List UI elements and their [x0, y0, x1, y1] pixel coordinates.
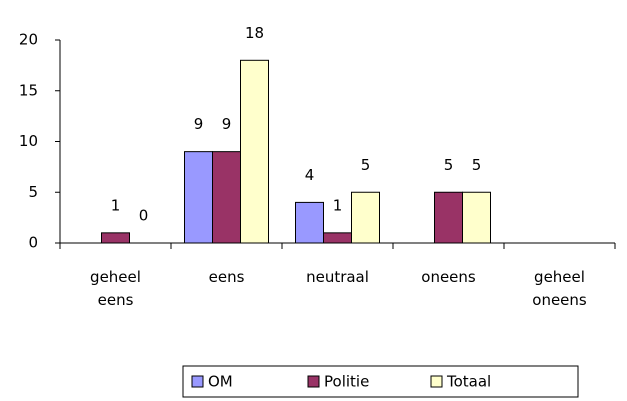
data-label: 18 — [245, 24, 264, 42]
x-tick-label: geheel eens — [90, 268, 141, 309]
data-label: 9 — [222, 115, 232, 133]
bar — [295, 201, 324, 244]
y-tick-label: 5 — [28, 183, 38, 201]
legend-swatch — [307, 375, 320, 388]
y-tick-label: 20 — [19, 31, 38, 49]
bar — [212, 151, 241, 244]
x-tick-label: oneens — [421, 268, 476, 286]
data-label: 5 — [361, 156, 371, 174]
bar — [101, 232, 130, 244]
data-label: 1 — [333, 196, 343, 214]
bar — [184, 151, 213, 244]
x-tick-label: neutraal — [306, 268, 369, 286]
data-label: 5 — [444, 156, 454, 174]
y-tick-label: 15 — [19, 81, 38, 99]
data-label: 5 — [472, 156, 482, 174]
bar — [462, 191, 491, 244]
legend-swatch — [430, 375, 443, 388]
legend-label: Politie — [324, 373, 369, 391]
legend-box — [182, 365, 579, 398]
data-label: 1 — [111, 196, 121, 214]
legend-label: OM — [208, 373, 233, 391]
legend-swatch — [191, 375, 204, 388]
bar — [351, 191, 380, 244]
y-tick-label: 10 — [19, 132, 38, 150]
data-label: 9 — [194, 115, 204, 133]
data-label: 0 — [139, 207, 149, 225]
data-label: 4 — [305, 166, 315, 184]
y-tick-label: 0 — [28, 234, 38, 252]
legend-label: Totaal — [446, 373, 491, 391]
x-tick-label: eens — [208, 268, 245, 286]
bar — [323, 232, 352, 244]
bar — [434, 191, 463, 244]
x-tick-label: geheel oneens — [532, 268, 587, 309]
bar — [240, 59, 269, 244]
